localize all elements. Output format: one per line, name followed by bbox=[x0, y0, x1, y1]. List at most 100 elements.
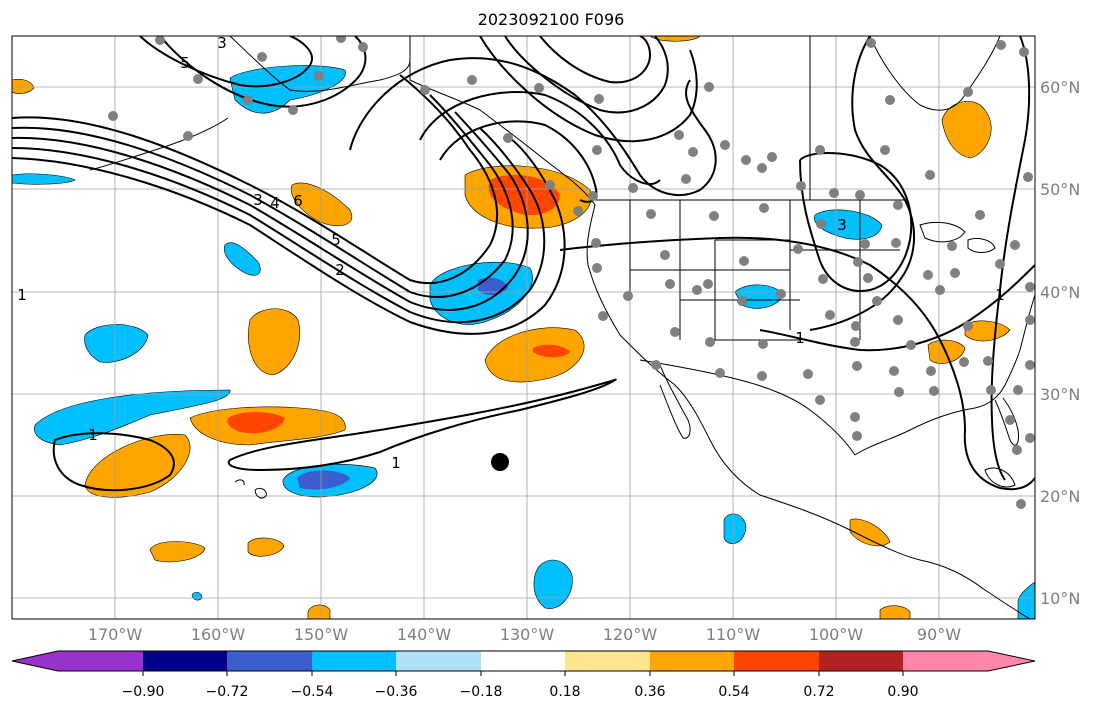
contour-north-loop bbox=[349, 57, 717, 196]
negative-anomaly-pac-1 bbox=[223, 242, 261, 276]
longitude-label: 160°W bbox=[191, 625, 246, 644]
colorbar-segment bbox=[481, 651, 566, 671]
contour-label: 1 bbox=[795, 329, 805, 347]
contour-1-west bbox=[52, 432, 175, 492]
gridlines bbox=[12, 36, 1035, 619]
contour-label: 3 bbox=[253, 191, 263, 209]
negative-anomaly-mexico-w bbox=[723, 513, 747, 545]
contour-north-5 bbox=[504, 36, 669, 114]
colorbar-low-extension bbox=[12, 651, 58, 671]
hawaii-islands bbox=[234, 479, 267, 499]
colorbar-segment bbox=[903, 651, 989, 671]
latitude-label: 40°N bbox=[1040, 283, 1080, 302]
positive-anomaly-small-1 bbox=[149, 541, 206, 563]
positive-anomaly-s-1 bbox=[879, 605, 911, 619]
contour-label: 1 bbox=[88, 426, 98, 444]
colorbar-segment bbox=[565, 651, 651, 671]
latitude-label: 10°N bbox=[1040, 589, 1080, 608]
colorbar-tick-label: 0.72 bbox=[803, 684, 834, 700]
positive-anomaly-baja-core bbox=[533, 344, 570, 358]
great-lakes-2 bbox=[967, 237, 996, 253]
colorbar-tick-label: 0.18 bbox=[549, 684, 580, 700]
storm-center-dot bbox=[491, 453, 509, 471]
positive-anomaly-pacific-central bbox=[248, 308, 300, 376]
colorbar-tick-label: −0.36 bbox=[375, 684, 418, 700]
positive-anomaly-sw-1 bbox=[307, 604, 331, 619]
colorbar: −0.90 −0.72 −0.54 −0.36 −0.18 0.18 0.36 … bbox=[11, 650, 1036, 700]
longitude-label: 150°W bbox=[294, 625, 349, 644]
positive-anomaly-baja bbox=[484, 327, 585, 383]
colorbar-segment bbox=[734, 651, 820, 671]
contour-nw-alaska-2 bbox=[159, 36, 367, 108]
contour-north-4 bbox=[479, 36, 698, 143]
latitude-axis: 60°N 50°N 40°N 30°N 20°N 10°N bbox=[1040, 78, 1080, 608]
contour-east-3 bbox=[799, 152, 913, 292]
contour-label: 4 bbox=[270, 194, 280, 212]
anomaly-shading bbox=[12, 36, 1035, 619]
map-border bbox=[11, 35, 1036, 620]
positive-anomaly-nw bbox=[290, 182, 353, 226]
contour-jet-1 bbox=[12, 74, 498, 285]
contour-jet-3 bbox=[12, 111, 529, 311]
north-america-west-coast bbox=[409, 36, 1031, 619]
alaska-coast bbox=[229, 36, 411, 92]
colorbar-tick-label: 0.54 bbox=[718, 684, 749, 700]
contour-labels: 3 5 3 4 6 5 2 1 1 1 3 1 1 bbox=[17, 34, 1005, 472]
positive-anomaly-hawaii-east-core bbox=[227, 412, 285, 434]
longitude-label: 130°W bbox=[500, 625, 555, 644]
colorbar-tick-label: −0.18 bbox=[460, 684, 503, 700]
contour-east-trough-2 bbox=[990, 36, 1031, 481]
us-mexico-border bbox=[639, 359, 856, 456]
positive-anomaly-gulf-alaska-core bbox=[488, 175, 560, 216]
florida bbox=[994, 397, 1019, 446]
positive-anomaly-mexico bbox=[849, 518, 891, 547]
colorbar-segment bbox=[396, 651, 482, 671]
contour-jet-5 bbox=[12, 137, 566, 335]
latitude-label: 50°N bbox=[1040, 180, 1080, 199]
contour-label: 6 bbox=[293, 192, 303, 210]
colorbar-segment bbox=[143, 651, 228, 671]
negative-anomaly-hawaii-south-core bbox=[297, 470, 350, 490]
contour-label: 5 bbox=[180, 54, 190, 72]
negative-anomaly-pac-2 bbox=[84, 324, 149, 363]
colorbar-tick-label: −0.54 bbox=[291, 684, 334, 700]
station-dots bbox=[108, 36, 1035, 509]
longitude-label: 110°W bbox=[706, 625, 761, 644]
negative-anomaly-hawaii-west bbox=[34, 389, 231, 446]
latitude-label: 20°N bbox=[1040, 487, 1080, 506]
colorbar-outline bbox=[11, 650, 1036, 672]
latitude-label: 30°N bbox=[1040, 385, 1080, 404]
contour-1-hawaii bbox=[227, 378, 617, 472]
positive-anomaly-nw-edge bbox=[12, 78, 35, 94]
colorbar-segment bbox=[312, 651, 397, 671]
aleutian-islands bbox=[89, 117, 229, 171]
colorbar-segment bbox=[58, 651, 144, 671]
positive-anomaly-hawaii-west bbox=[84, 434, 191, 498]
colorbar-segment bbox=[819, 651, 904, 671]
colorbar-tick-label: 0.90 bbox=[887, 684, 918, 700]
colorbar-tick-label: −0.72 bbox=[206, 684, 249, 700]
positive-anomaly-e-edge bbox=[964, 320, 1011, 342]
contour-label: 2 bbox=[335, 261, 345, 279]
longitude-label: 170°W bbox=[88, 625, 143, 644]
colorbar-tick-label: 0.36 bbox=[634, 684, 665, 700]
positive-anomaly-hudson bbox=[941, 101, 992, 159]
colorbar-segment bbox=[650, 651, 735, 671]
map-title: 2023092100 F096 bbox=[477, 10, 625, 29]
baja-california bbox=[659, 364, 691, 439]
negative-anomaly-aleutian-strip bbox=[12, 173, 76, 185]
colorbar-segment bbox=[227, 651, 313, 671]
great-lakes bbox=[919, 221, 966, 243]
negative-anomaly-edge-se bbox=[1017, 581, 1035, 619]
state-line-5 bbox=[714, 240, 800, 341]
longitude-axis: 170°W 160°W 150°W 140°W 130°W 120°W 110°… bbox=[88, 625, 961, 644]
contour-north-6 bbox=[539, 36, 652, 84]
contour-label: 3 bbox=[217, 34, 227, 52]
longitude-label: 100°W bbox=[809, 625, 864, 644]
contour-label: 1 bbox=[995, 286, 1005, 304]
contour-nw-alaska bbox=[139, 36, 313, 88]
latitude-label: 60°N bbox=[1040, 78, 1080, 97]
hudson-bay bbox=[869, 36, 1001, 111]
colorbar-tick-label: −0.90 bbox=[122, 684, 165, 700]
